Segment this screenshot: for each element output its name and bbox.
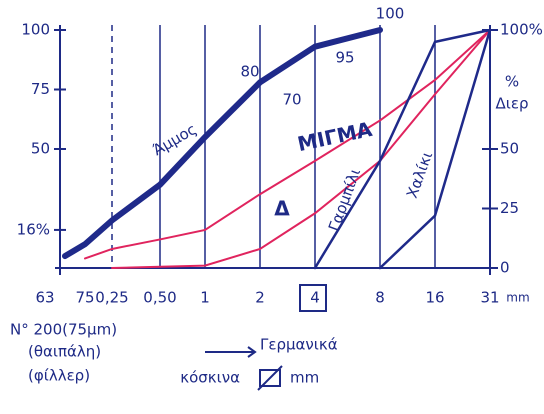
y2-tick-label: 25 bbox=[500, 199, 519, 217]
x-unit: mm bbox=[506, 291, 529, 305]
x-tick-label: 2 bbox=[255, 289, 265, 307]
annotation: 70 bbox=[282, 91, 301, 109]
annotation: Δ bbox=[274, 197, 290, 221]
x-tick-label: 0,50 bbox=[143, 289, 176, 307]
y-tick-label: 50 bbox=[31, 140, 50, 158]
note: (θαιπάλη) bbox=[28, 343, 101, 361]
x-tick-label: 4 bbox=[310, 289, 320, 307]
arrow bbox=[205, 347, 255, 357]
x-tick-label: 75 bbox=[75, 289, 94, 307]
note: (φίλλερ) bbox=[28, 367, 90, 385]
x-tick-label: 1 bbox=[200, 289, 210, 307]
annotation: 80 bbox=[240, 63, 259, 81]
series-label: ΜΙΓΜΑ bbox=[295, 117, 374, 156]
x-tick-label: 63 bbox=[35, 289, 54, 307]
y2-label: % bbox=[505, 73, 519, 91]
y-tick-label: 75 bbox=[31, 80, 50, 98]
annotation: 95 bbox=[335, 49, 354, 67]
y2-label: Διερ bbox=[496, 95, 529, 113]
y-tick-label: 100 bbox=[21, 21, 50, 39]
note: κόσκινα bbox=[180, 369, 240, 387]
chart: 100755016%100%50250%Διερ63750,250,501248… bbox=[0, 0, 544, 414]
y2-tick-label: 50 bbox=[500, 140, 519, 158]
y2-tick-label: 0 bbox=[500, 259, 510, 277]
note: mm bbox=[290, 369, 319, 387]
x-tick-label: 16 bbox=[425, 289, 444, 307]
note: Γερμανικά bbox=[260, 336, 338, 354]
x-tick-label: 31 bbox=[480, 289, 499, 307]
series-label: Χαλίκι bbox=[403, 149, 436, 200]
y-tick-label: 16% bbox=[17, 220, 50, 238]
note: N° 200(75μm) bbox=[10, 321, 117, 339]
x-tick-label: 8 bbox=[375, 289, 385, 307]
y2-tick-label: 100% bbox=[500, 21, 543, 39]
x-tick-label: 0,25 bbox=[95, 289, 128, 307]
annotation: 100 bbox=[376, 5, 405, 23]
